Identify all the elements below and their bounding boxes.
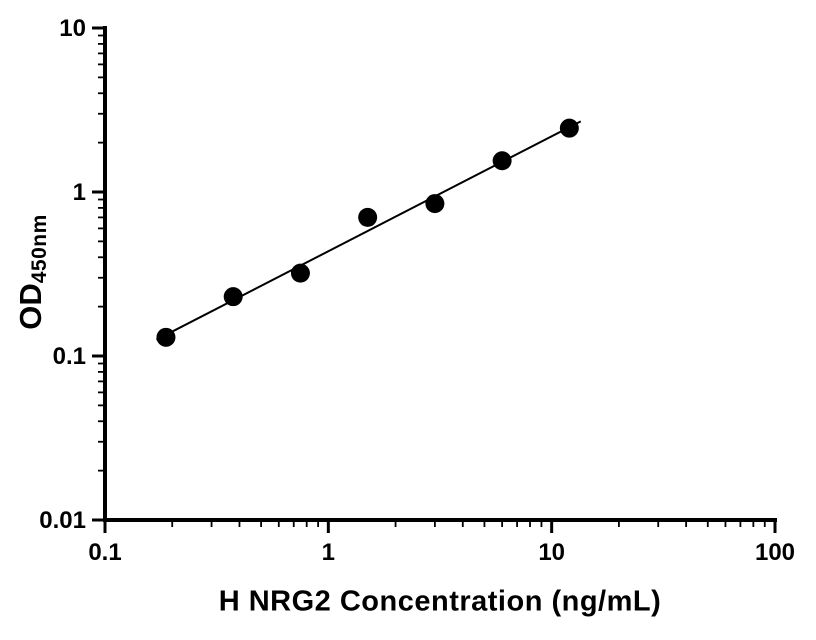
x-axis-label: H NRG2 Concentration (ng/mL): [218, 585, 662, 618]
y-tick-label: 0.01: [39, 507, 86, 534]
data-point: [358, 207, 378, 227]
y-axis-label-subscript: 450nm: [28, 214, 51, 284]
trend-line: [156, 120, 582, 341]
x-tick-label: 1: [322, 539, 335, 566]
y-axis-label: OD450nm: [13, 214, 51, 330]
y-tick-label: 0.1: [53, 343, 86, 370]
y-tick-label: 1: [73, 179, 86, 206]
x-tick-label: 10: [538, 539, 565, 566]
data-point: [425, 194, 445, 214]
y-axis-label-main: OD: [13, 283, 48, 330]
data-point: [559, 118, 579, 138]
y-tick-label: 10: [59, 15, 86, 42]
data-point: [223, 287, 243, 307]
x-tick-label: 0.1: [88, 539, 121, 566]
data-point: [156, 327, 176, 347]
x-tick-label: 100: [755, 539, 795, 566]
data-point: [492, 151, 512, 171]
data-point: [290, 263, 310, 283]
